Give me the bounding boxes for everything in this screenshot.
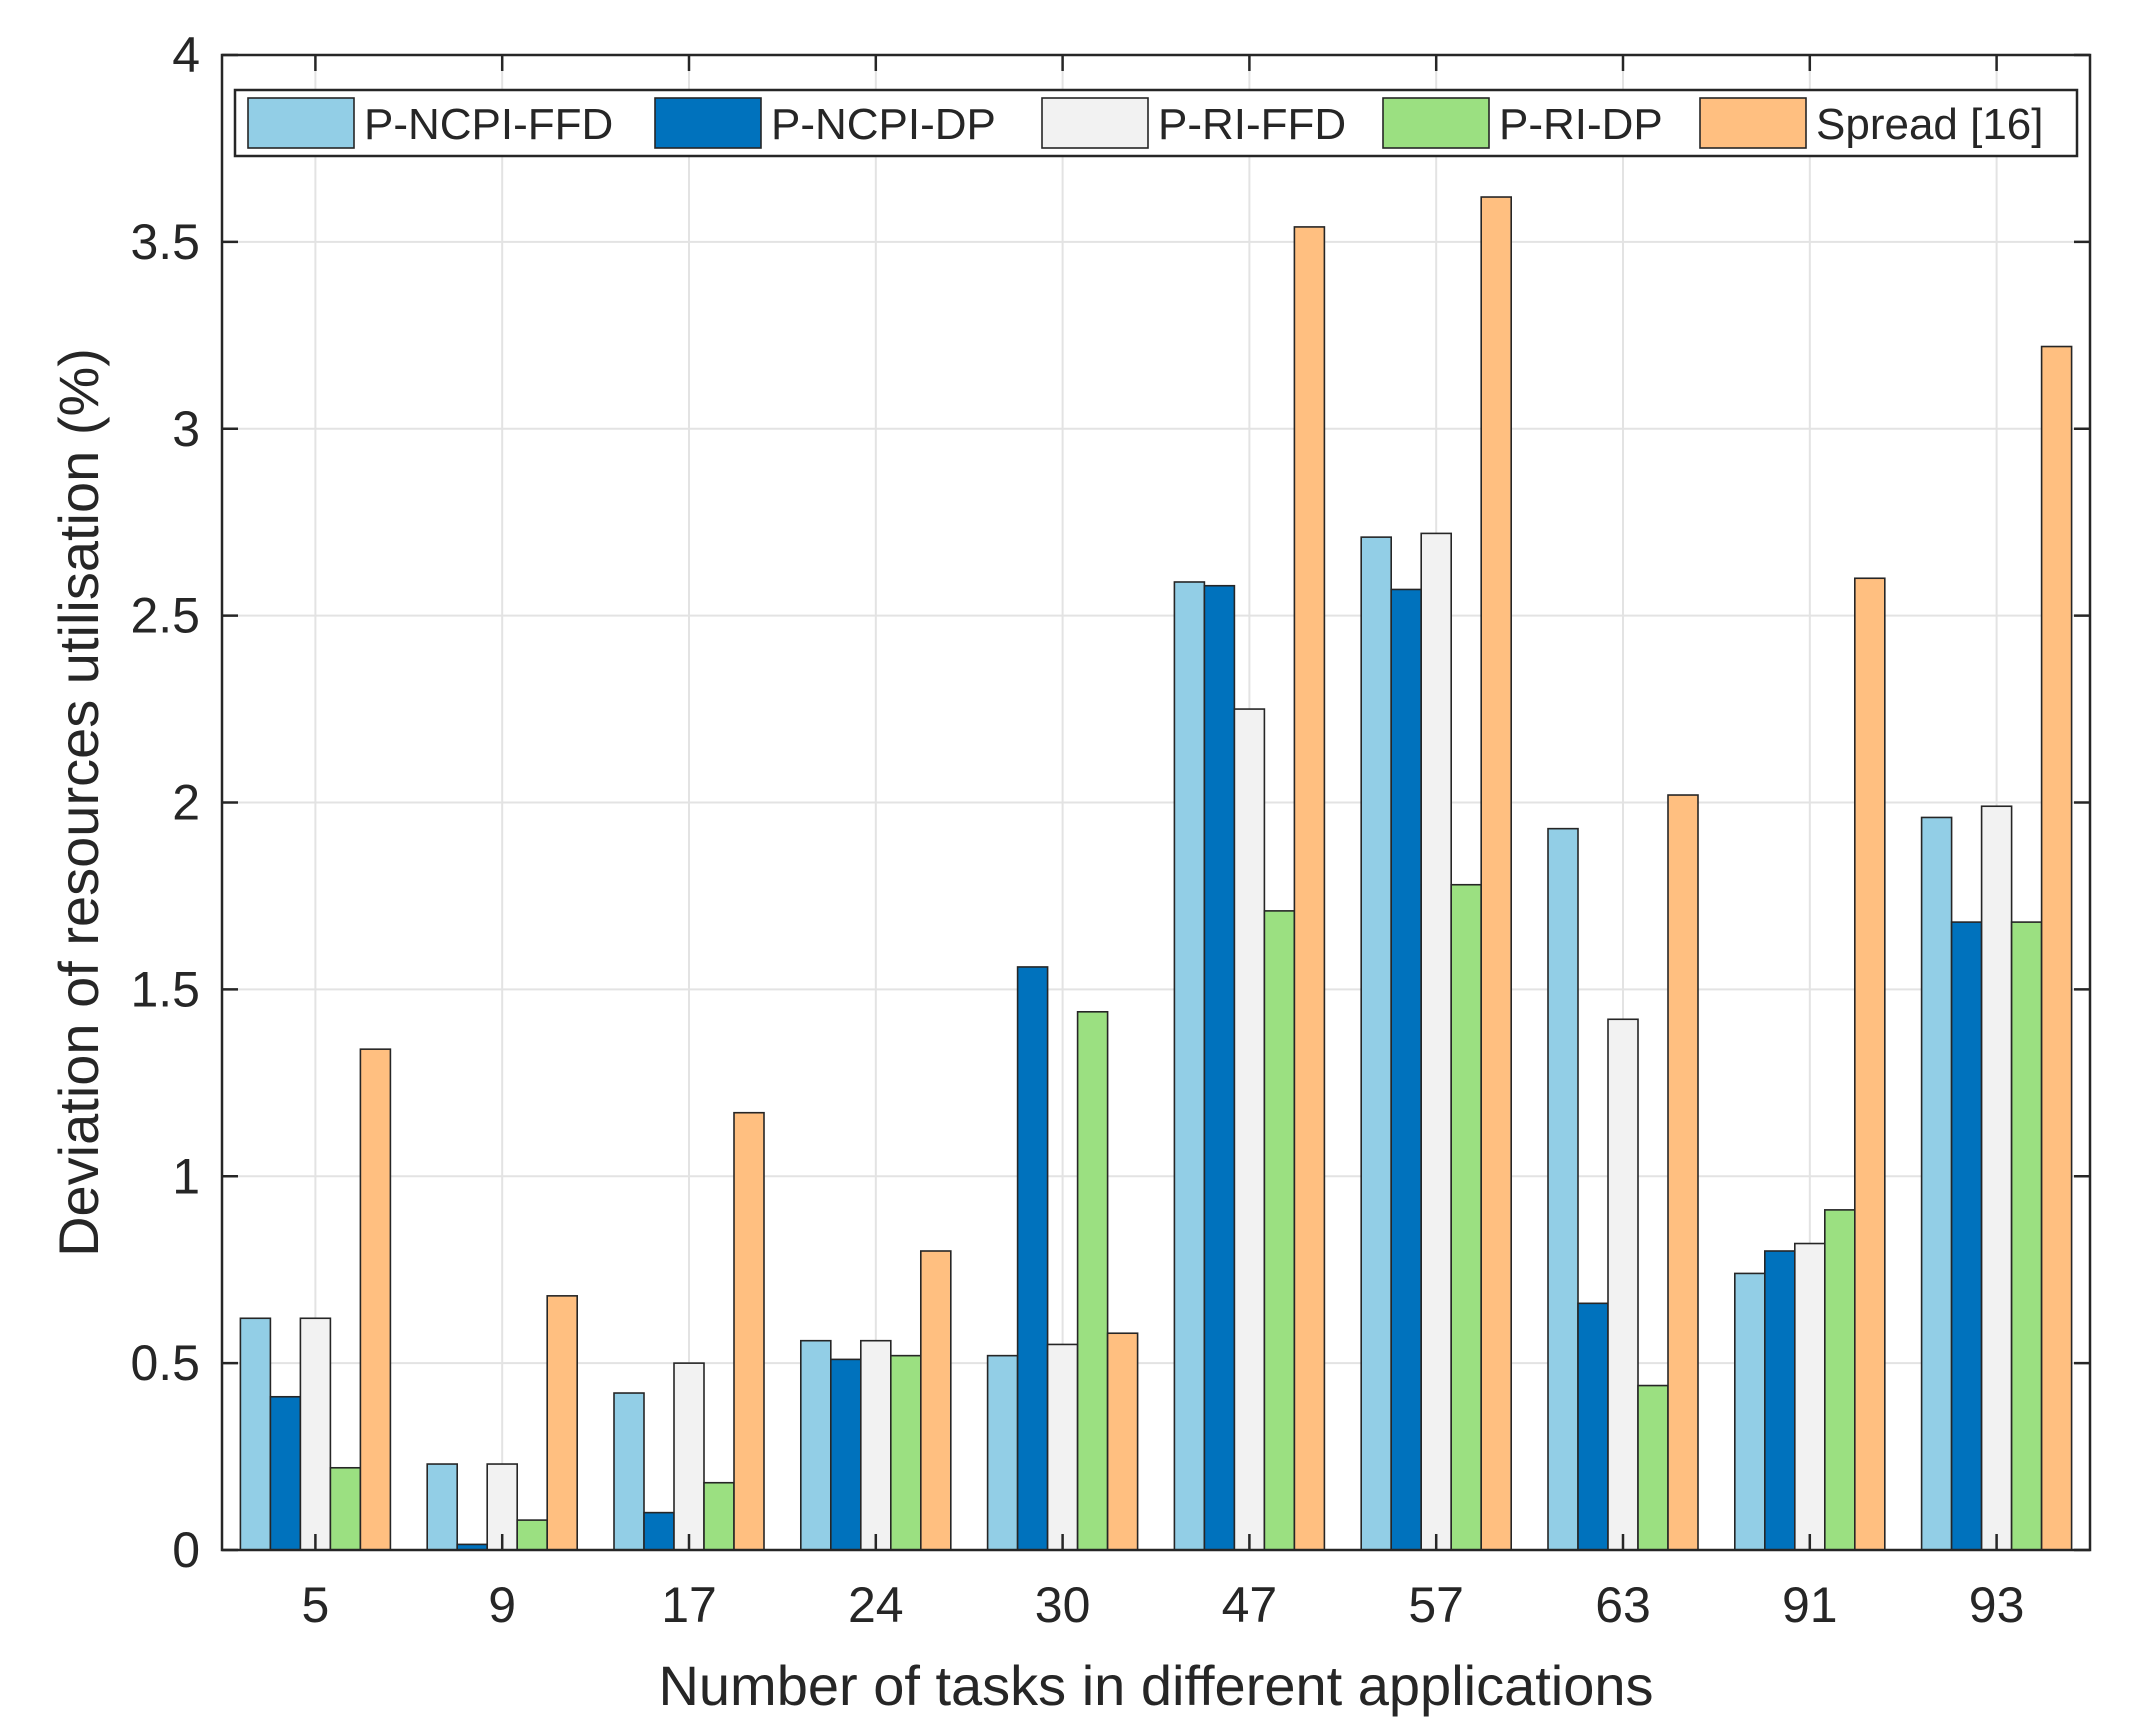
bar-p-ncpi-dp-57 bbox=[1390, 588, 1422, 1551]
bar-p-ri-dp-47 bbox=[1263, 910, 1296, 1551]
bar-p-ri-ffd-91 bbox=[1794, 1242, 1826, 1551]
legend-label-p-ri-ffd: P-RI-FFD bbox=[1158, 100, 1346, 149]
bar-p-ncpi-ffd-17 bbox=[613, 1392, 645, 1551]
bar-p-ncpi-dp-47 bbox=[1203, 584, 1236, 1551]
bars-group bbox=[239, 196, 2073, 1551]
bar-p-ri-dp-63 bbox=[1637, 1384, 1669, 1551]
legend-label-p-ri-dp: P-RI-DP bbox=[1499, 100, 1663, 149]
x-tick-label: 24 bbox=[848, 1577, 904, 1633]
bar-p-ncpi-dp-63 bbox=[1577, 1302, 1609, 1551]
bar-p-ncpi-ffd-47 bbox=[1173, 581, 1206, 1551]
bar-p-ncpi-dp-24 bbox=[829, 1358, 862, 1551]
y-tick-label: 0.5 bbox=[130, 1335, 200, 1391]
x-tick-label: 93 bbox=[1969, 1577, 2025, 1633]
bar-p-ri-dp-9 bbox=[516, 1519, 549, 1551]
legend-swatch-p-ri-dp bbox=[1382, 97, 1490, 149]
legend-label-p-ncpi-dp: P-NCPI-DP bbox=[771, 100, 996, 149]
x-tick-label: 17 bbox=[661, 1577, 717, 1633]
x-tick-label: 47 bbox=[1222, 1577, 1278, 1633]
x-tick-label: 9 bbox=[488, 1577, 516, 1633]
x-tick-label: 91 bbox=[1782, 1577, 1838, 1633]
bar-p-ncpi-ffd-57 bbox=[1360, 536, 1392, 1551]
legend: P-NCPI-FFD P-NCPI-DP P-RI-FFD P-RI-DP Spread… bbox=[233, 88, 2079, 158]
y-tick-label: 1 bbox=[172, 1148, 200, 1204]
bar-p-ri-dp-24 bbox=[889, 1354, 922, 1551]
bar-p-ri-dp-93 bbox=[2010, 921, 2043, 1551]
x-axis-label: Number of tasks in different application… bbox=[658, 1654, 1653, 1717]
legend-swatch-spread-16 bbox=[1699, 97, 1807, 149]
bar-p-ri-dp-5 bbox=[329, 1466, 362, 1551]
bar-spread-16-57 bbox=[1480, 196, 1512, 1551]
bar-p-ri-dp-91 bbox=[1824, 1209, 1856, 1551]
bar-p-ri-dp-57 bbox=[1450, 883, 1482, 1551]
bar-p-ncpi-ffd-93 bbox=[1920, 816, 1953, 1551]
bar-spread-16-93 bbox=[2040, 345, 2073, 1551]
bar-p-ncpi-dp-91 bbox=[1764, 1250, 1796, 1551]
bar-p-ri-ffd-63 bbox=[1607, 1018, 1639, 1551]
bar-p-ncpi-ffd-91 bbox=[1734, 1272, 1766, 1551]
bar-p-ri-ffd-93 bbox=[1980, 805, 2013, 1551]
bar-spread-16-30 bbox=[1106, 1332, 1139, 1551]
y-tick-label: 4 bbox=[172, 27, 200, 83]
y-axis-label: Deviation of resources utilisation (%) bbox=[47, 348, 110, 1257]
bar-p-ncpi-ffd-63 bbox=[1547, 827, 1579, 1551]
legend-swatch-p-ncpi-dp bbox=[654, 97, 762, 149]
y-tick-label: 2 bbox=[172, 775, 200, 831]
x-tick-label: 30 bbox=[1035, 1577, 1091, 1633]
legend-label-spread-16: Spread [16] bbox=[1816, 100, 2044, 149]
bar-spread-16-47 bbox=[1293, 226, 1326, 1551]
y-tick-label: 3.5 bbox=[130, 214, 200, 270]
bar-spread-16-9 bbox=[546, 1295, 579, 1551]
x-tick-label: 63 bbox=[1595, 1577, 1651, 1633]
y-tick-label: 2.5 bbox=[130, 588, 200, 644]
legend-swatch-p-ri-ffd bbox=[1041, 97, 1149, 149]
bar-spread-16-5 bbox=[359, 1048, 392, 1551]
bar-p-ri-ffd-30 bbox=[1046, 1343, 1079, 1551]
bar-p-ncpi-dp-93 bbox=[1950, 921, 1983, 1551]
bar-p-ncpi-ffd-9 bbox=[426, 1463, 459, 1551]
bar-p-ri-dp-17 bbox=[703, 1481, 735, 1551]
bar-p-ncpi-ffd-24 bbox=[799, 1339, 832, 1551]
x-tick-labels: 5 9 17 24 30 47 57 63 91 93 bbox=[301, 1577, 2024, 1633]
bar-p-ri-ffd-47 bbox=[1233, 708, 1266, 1551]
x-tick-label: 57 bbox=[1408, 1577, 1464, 1633]
y-tick-label: 0 bbox=[172, 1522, 200, 1578]
bar-p-ri-dp-30 bbox=[1076, 1010, 1109, 1551]
bar-p-ncpi-dp-30 bbox=[1016, 966, 1049, 1551]
bar-spread-16-17 bbox=[733, 1111, 765, 1551]
bar-p-ncpi-dp-5 bbox=[269, 1395, 302, 1551]
y-tick-labels: 0 0.5 1 1.5 2 2.5 3 3.5 4 bbox=[130, 27, 200, 1578]
legend-label-p-ncpi-ffd: P-NCPI-FFD bbox=[364, 100, 613, 149]
legend-swatch-p-ncpi-ffd bbox=[247, 97, 355, 149]
bar-p-ri-ffd-24 bbox=[859, 1339, 892, 1551]
y-tick-label: 1.5 bbox=[130, 961, 200, 1017]
bar-p-ri-ffd-5 bbox=[299, 1317, 332, 1551]
bar-p-ri-ffd-17 bbox=[673, 1362, 705, 1551]
x-tick-label: 5 bbox=[301, 1577, 329, 1633]
bar-spread-16-24 bbox=[919, 1250, 952, 1551]
axis-ticks bbox=[222, 53, 2090, 1552]
bar-p-ncpi-ffd-30 bbox=[986, 1354, 1019, 1551]
bar-p-ri-ffd-57 bbox=[1420, 532, 1452, 1551]
bar-p-ncpi-dp-17 bbox=[643, 1511, 675, 1551]
bar-spread-16-91 bbox=[1854, 577, 1886, 1551]
bar-spread-16-63 bbox=[1667, 794, 1699, 1551]
bar-p-ncpi-ffd-5 bbox=[239, 1317, 272, 1551]
y-tick-label: 3 bbox=[172, 401, 200, 457]
